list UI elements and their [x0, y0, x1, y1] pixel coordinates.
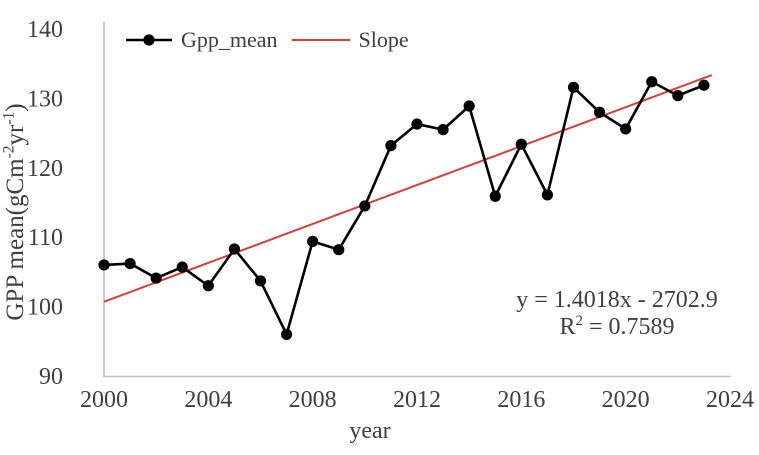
- y-tick-label: 120: [27, 156, 63, 182]
- trend-line: [103, 74, 713, 303]
- data-point-marker: [359, 200, 371, 212]
- x-tick-label: 2004: [184, 387, 232, 413]
- y-tick-label: 100: [27, 295, 63, 321]
- x-tick-label: 2012: [393, 387, 441, 413]
- r-squared-text: R2 = 0.7589: [559, 313, 675, 340]
- data-point-marker: [176, 261, 188, 273]
- data-point-marker: [463, 100, 475, 112]
- data-point-marker: [228, 243, 241, 255]
- equation-text: y = 1.4018x - 2702.9: [516, 287, 718, 313]
- x-tick-label: 2024: [706, 387, 754, 413]
- data-point-marker: [411, 118, 423, 130]
- y-tick-label: 90: [39, 364, 63, 390]
- gpp-mean-line-marker-icon: [126, 34, 172, 46]
- data-point-marker: [307, 235, 319, 247]
- data-point-marker: [593, 106, 606, 118]
- x-tick-label: 2020: [602, 387, 650, 413]
- y-axis-title: GPP mean(gCm-2yr-1): [0, 103, 29, 321]
- data-point-marker: [489, 190, 501, 202]
- data-point-marker: [541, 189, 554, 201]
- data-point-marker: [333, 244, 345, 256]
- x-axis-title: year: [349, 418, 391, 444]
- data-point-marker: [515, 138, 527, 150]
- data-point-marker: [437, 124, 449, 136]
- trend-equation-annotation: y = 1.4018x - 2702.9 R2 = 0.7589: [501, 287, 733, 341]
- data-point-marker: [254, 275, 267, 287]
- data-point-marker: [646, 76, 658, 88]
- legend-item-gpp-mean: Gpp_mean: [126, 27, 278, 53]
- x-tick-label: 2000: [80, 387, 128, 413]
- x-tick-label: 2016: [497, 387, 545, 413]
- y-tick-label: 110: [28, 225, 63, 251]
- data-point-marker: [698, 79, 710, 91]
- data-point-marker: [98, 259, 110, 271]
- x-tick-label: 2008: [289, 387, 337, 413]
- y-tick-label: 140: [27, 17, 63, 43]
- legend-label-gpp-mean: Gpp_mean: [181, 27, 278, 52]
- slope-line-icon: [291, 39, 350, 41]
- data-point-marker: [672, 90, 684, 102]
- data-point-marker: [202, 280, 214, 292]
- data-point-marker: [567, 81, 580, 93]
- data-point-marker: [280, 328, 293, 340]
- data-point-marker: [385, 139, 397, 152]
- data-point-marker: [620, 123, 632, 135]
- data-point-marker: [150, 272, 162, 284]
- y-tick-label: 130: [27, 86, 63, 112]
- data-point-marker: [124, 257, 136, 270]
- legend: Gpp_mean Slope: [126, 27, 409, 53]
- legend-item-slope: Slope: [291, 27, 409, 53]
- legend-label-slope: Slope: [358, 27, 409, 52]
